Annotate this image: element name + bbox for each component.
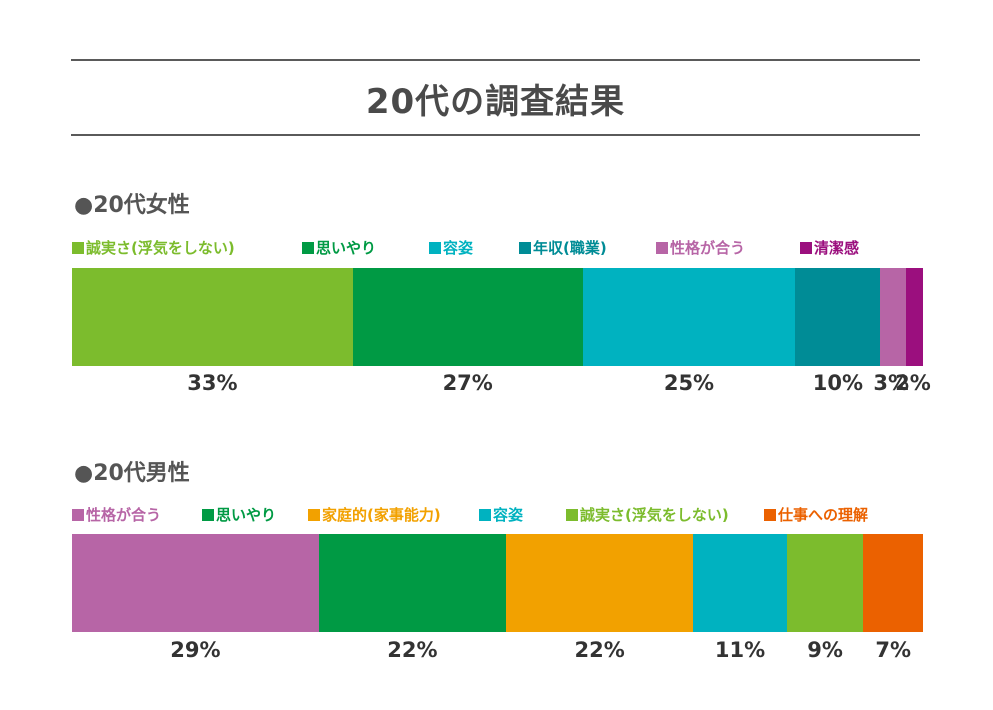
legend-swatch-icon [202,509,214,521]
data-label: 25% [663,371,715,395]
legend-swatch-icon [566,509,578,521]
bar-segment [795,268,881,366]
legend-label: 容姿 [493,506,524,524]
bar-segment [72,268,354,366]
data-label: 33% [187,371,238,395]
legend-swatch-icon [800,242,812,254]
legend-swatch-icon [302,242,314,254]
legend-item: 思いやり [202,505,276,525]
bar-segment [506,534,694,632]
legend-item: 誠実さ(浮気をしない) [72,238,235,258]
legend-item: 容姿 [479,505,523,525]
female-stacked-bar [72,268,924,366]
legend-label: 容姿 [443,239,474,257]
legend-item: 年収(職業) [519,238,607,258]
legend-label: 年収(職業) [533,239,607,257]
male-percent-labels: 29% 22% 22% 11% 9% 7% [72,638,923,668]
legend-swatch-icon [519,242,531,254]
legend-swatch-icon [479,509,491,521]
data-label: 27% [442,371,493,395]
data-label: 22% [574,638,625,662]
legend-label: 思いやり [216,506,277,524]
legend-item: 仕事への理解 [764,505,868,525]
legend-swatch-icon [656,242,668,254]
bar-segment [905,268,924,366]
legend-swatch-icon [429,242,441,254]
legend-label: 誠実さ(浮気をしない) [86,239,235,257]
data-label: 29% [170,638,221,662]
legend-item: 清潔感 [800,238,859,258]
bar-segment [863,534,924,632]
legend-item: 容姿 [429,238,473,258]
legend-item: 性格が合う [72,505,161,525]
legend-label: 誠実さ(浮気をしない) [580,506,729,524]
legend-item: 思いやり [302,238,376,258]
female-percent-labels: 33% 27% 25% 10% 3% 2% [72,371,931,401]
data-label: 22% [387,638,438,662]
page-title: 20代の調査結果 [365,82,626,122]
male-section-title: ●20代男性 [74,461,190,486]
bar-segment [582,268,796,366]
data-label: 11% [714,638,766,662]
male-legend: 性格が合う 思いやり 家庭的(家事能力) 容姿 誠実さ(浮気をしない) 仕事への理解 [72,505,932,527]
bar-segment [352,268,584,366]
data-label: 2% [895,371,931,395]
legend-label: 家庭的(家事能力) [322,506,441,524]
title-top-rule [71,59,920,61]
legend-label: 仕事への理解 [778,506,869,524]
legend-label: 思いやり [316,239,377,257]
data-label: 10% [812,371,864,395]
female-legend: 誠実さ(浮気をしない) 思いやり 容姿 年収(職業) 性格が合う 清潔感 [72,238,932,260]
legend-item: 家庭的(家事能力) [308,505,441,525]
bar-segment [693,534,788,632]
female-section-title: ●20代女性 [74,193,190,218]
bar-segment [786,534,864,632]
male-stacked-bar [72,534,924,632]
legend-swatch-icon [72,242,84,254]
legend-swatch-icon [764,509,776,521]
data-label: 9% [807,638,843,662]
legend-label: 清潔感 [814,239,860,257]
legend-swatch-icon [72,509,84,521]
legend-swatch-icon [308,509,320,521]
title-bottom-rule [71,134,920,136]
legend-item: 性格が合う [656,238,745,258]
legend-item: 誠実さ(浮気をしない) [566,505,729,525]
data-label: 3% [873,371,910,395]
data-label: 7% [875,638,912,662]
bar-segment [318,534,507,632]
legend-label: 性格が合う [86,506,162,524]
bar-segment [72,534,320,632]
bar-segment [880,268,907,366]
legend-label: 性格が合う [670,239,746,257]
